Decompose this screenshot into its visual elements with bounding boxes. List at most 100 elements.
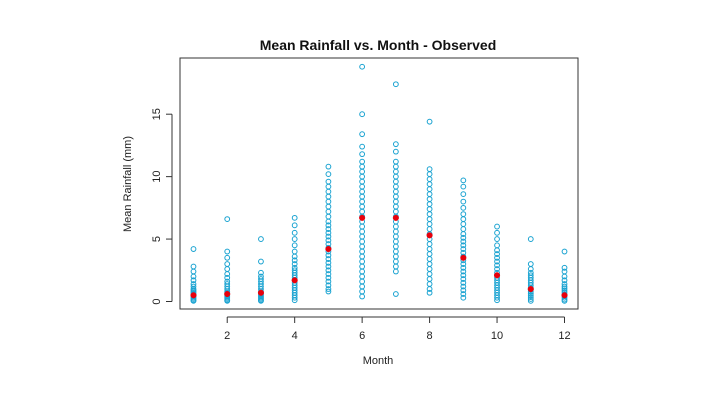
observed-point [359, 143, 366, 150]
observed-point [460, 268, 467, 275]
observed-point [359, 233, 366, 240]
mean-point [527, 285, 534, 293]
observed-point [460, 211, 467, 217]
observed-point [224, 266, 231, 272]
observed-point [494, 223, 500, 230]
observed-point [325, 229, 332, 236]
observed-point [359, 163, 366, 170]
observed-point [224, 254, 231, 261]
observed-point [291, 267, 298, 274]
observed-point [392, 223, 399, 230]
observed-point [325, 222, 332, 229]
observed-point [224, 216, 231, 222]
observed-point [392, 168, 399, 175]
mean-point [257, 289, 264, 296]
x-tick-label: 2 [224, 330, 230, 342]
observed-point [426, 289, 433, 296]
chart-title: Mean Rainfall vs. Month - Observed [260, 37, 497, 53]
observed-point [224, 274, 231, 281]
observed-point [392, 141, 399, 148]
observed-point [359, 263, 366, 270]
observed-point [494, 242, 500, 249]
observed-point [359, 258, 366, 265]
observed-point [426, 166, 433, 173]
y-tick-label: 0 [151, 298, 163, 304]
observed-point [392, 188, 399, 195]
observed-point [258, 269, 264, 276]
observed-point [494, 262, 500, 269]
observed-point [190, 268, 197, 275]
observed-point [392, 258, 399, 265]
mean-point [426, 232, 433, 239]
observed-point [359, 268, 366, 275]
x-tick-label: 12 [558, 330, 570, 342]
observed-point [426, 118, 433, 125]
observed-point [325, 203, 332, 210]
observed-point [460, 221, 467, 227]
observed-point [561, 283, 568, 290]
observed-point [325, 213, 332, 220]
observed-point [460, 234, 467, 241]
observed-point [426, 266, 433, 272]
observed-point [426, 221, 433, 227]
observed-point [426, 201, 433, 208]
observed-point [460, 242, 467, 249]
observed-point [527, 272, 534, 279]
observed-point [426, 246, 433, 252]
observed-point [426, 181, 433, 188]
observed-point [460, 177, 467, 184]
observed-point [460, 226, 467, 232]
observed-point [392, 173, 399, 180]
observed-point [392, 263, 399, 270]
observed-point [494, 236, 500, 242]
observed-point [359, 223, 366, 230]
observed-point [460, 183, 467, 190]
observed-point [291, 229, 298, 236]
observed-point [426, 206, 433, 212]
y-tick-label: 5 [151, 236, 163, 242]
observed-point [527, 292, 534, 299]
observed-point [426, 176, 433, 183]
observed-point [460, 283, 467, 290]
observed-point [258, 236, 264, 242]
observed-point [359, 158, 366, 165]
observed-point [392, 253, 399, 260]
observed-point [359, 208, 366, 215]
x-tick-label: 4 [292, 330, 298, 342]
observed-point [258, 273, 264, 280]
observed-point [224, 281, 231, 287]
observed-point [426, 186, 433, 193]
mean-point [460, 254, 467, 261]
observed-point [392, 268, 399, 275]
observed-point [359, 188, 366, 195]
observed-point [325, 256, 332, 262]
observed-point [359, 288, 366, 295]
observed-point [258, 276, 264, 282]
observed-point [325, 178, 332, 185]
observed-point [359, 178, 366, 185]
observed-point [460, 204, 467, 211]
observed-point [527, 261, 534, 267]
observed-point [392, 158, 399, 165]
observed-point [460, 272, 467, 279]
y-tick-label: 15 [151, 108, 163, 120]
observed-point [460, 198, 467, 205]
x-axis-title: Month [363, 355, 394, 367]
mean-point [190, 292, 197, 299]
observed-point [325, 237, 332, 244]
observed-point [291, 214, 298, 221]
observed-point [426, 261, 433, 267]
observed-point [460, 261, 467, 267]
observed-point [359, 278, 366, 285]
observed-point [359, 151, 366, 158]
observed-point [392, 81, 399, 88]
observed-point [392, 148, 399, 155]
mean-point [494, 272, 501, 279]
observed-point [527, 296, 534, 302]
observed-point [291, 242, 298, 249]
observed-point [325, 288, 332, 295]
observed-point [325, 188, 332, 195]
observed-point [494, 229, 500, 236]
